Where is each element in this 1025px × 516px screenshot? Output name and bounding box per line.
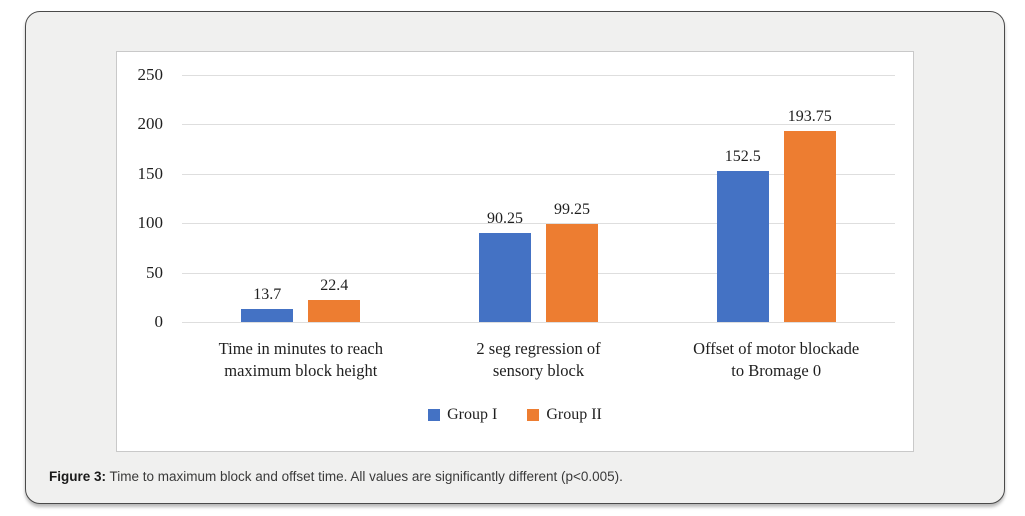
gridline bbox=[182, 75, 895, 76]
gridline bbox=[182, 223, 895, 225]
bar-group-ii bbox=[783, 130, 836, 322]
legend-item: Group II bbox=[527, 406, 602, 424]
figure-caption: Figure 3: Time to maximum block and offs… bbox=[49, 468, 999, 486]
legend-item: Group I bbox=[428, 406, 497, 424]
y-axis-tick-label: 0 bbox=[154, 312, 164, 331]
bar-group-i bbox=[716, 171, 769, 322]
legend-label: Group II bbox=[546, 406, 602, 423]
gridline bbox=[182, 173, 895, 175]
gridline bbox=[182, 322, 895, 323]
y-axis-tick-label: 100 bbox=[137, 213, 164, 233]
x-axis-category-line: maximum block height bbox=[224, 361, 378, 380]
gridline bbox=[182, 272, 895, 274]
bar-group-i bbox=[241, 308, 294, 322]
bar-value-label: 90.25 bbox=[487, 209, 523, 227]
y-axis-tick-label: 150 bbox=[137, 163, 164, 183]
legend-label: Group I bbox=[447, 406, 498, 423]
x-axis-category-label: Offset of motor blockade to Bromage 0 bbox=[646, 338, 906, 382]
chart-legend: Group I Group II bbox=[117, 406, 913, 424]
legend-swatch-icon bbox=[527, 409, 540, 421]
y-axis-tick-label: 200 bbox=[137, 114, 164, 134]
figure-caption-text: Time to maximum block and offset time. A… bbox=[106, 469, 623, 484]
y-axis-tick-label: 250 bbox=[137, 65, 164, 84]
legend-swatch-icon bbox=[428, 409, 441, 421]
bar-value-label: 13.7 bbox=[253, 285, 282, 303]
x-axis-category-label: 2 seg regression of sensory block bbox=[409, 338, 669, 382]
gridline bbox=[182, 124, 895, 126]
bar-group-i bbox=[479, 232, 531, 322]
figure-panel: 0 50 100 150 200 250 13.7 22.4 Time in minutes t… bbox=[25, 11, 1005, 504]
bar-group-ii bbox=[546, 223, 598, 322]
y-axis-tick-label: 50 bbox=[146, 262, 163, 282]
x-axis-category-line: Offset of motor blockade bbox=[693, 339, 860, 358]
figure-caption-label: Figure 3: bbox=[49, 469, 107, 484]
bar-value-label: 99.25 bbox=[554, 200, 590, 218]
x-axis-category-line: sensory block bbox=[492, 361, 585, 380]
bar-group-ii bbox=[308, 299, 361, 322]
bar-chart: 0 50 100 150 200 250 13.7 22.4 Time in minutes t… bbox=[116, 51, 914, 452]
x-axis-category-line: 2 seg regression of bbox=[476, 339, 601, 358]
bar-value-label: 22.4 bbox=[320, 276, 349, 294]
bar-value-label: 152.5 bbox=[724, 148, 761, 166]
x-axis-category-line: to Bromage 0 bbox=[731, 361, 822, 380]
x-axis-category-line: Time in minutes to reach bbox=[218, 339, 383, 358]
bar-value-label: 193.75 bbox=[787, 107, 832, 125]
x-axis-category-label: Time in minutes to reach maximum block he… bbox=[171, 338, 431, 382]
